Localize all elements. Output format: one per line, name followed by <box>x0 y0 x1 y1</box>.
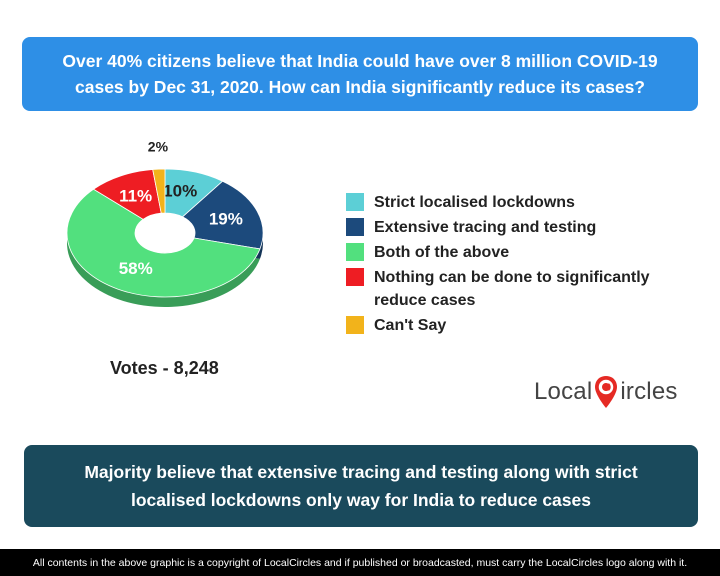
legend-swatch <box>346 218 364 236</box>
votes-count: Votes - 8,248 <box>110 358 219 378</box>
legend-item-strict-lockdowns: Strict localised lockdowns <box>346 191 706 214</box>
legend-swatch <box>346 243 364 261</box>
localcircles-logo: Local ircles <box>534 375 678 409</box>
legend-swatch <box>346 268 364 286</box>
donut-hole <box>135 213 195 253</box>
legend-label: Both of the above <box>374 244 510 261</box>
copyright-footer: All contents in the above graphic is a c… <box>0 549 720 576</box>
data-label-4: 2% <box>148 139 169 155</box>
legend-label: Strict localised lockdowns <box>374 194 575 211</box>
legend-label: Extensive tracing and testing <box>374 219 597 236</box>
legend-item-tracing-testing: Extensive tracing and testing <box>346 216 706 239</box>
data-label-0: 10% <box>163 181 197 200</box>
data-label-3: 11% <box>119 186 152 205</box>
donut-chart: 10% 19% 58% 11% 2% <box>66 139 264 307</box>
data-label-1: 19% <box>209 210 243 229</box>
legend-item-both: Both of the above <box>346 241 706 264</box>
legend-label: Can't Say <box>374 317 447 334</box>
logo-text-prefix: Local <box>534 378 593 405</box>
chart-legend: Strict localised lockdowns Extensive tra… <box>346 191 706 339</box>
legend-swatch <box>346 193 364 211</box>
summary-banner: Majority believe that extensive tracing … <box>24 445 698 527</box>
legend-item-nothing: Nothing can be done to significantly red… <box>346 266 706 312</box>
logo-text-suffix: ircles <box>620 378 678 405</box>
map-pin-icon <box>595 376 618 408</box>
legend-label: Nothing can be done to significantly red… <box>374 269 650 309</box>
data-label-2: 58% <box>119 259 153 278</box>
legend-swatch <box>346 316 364 334</box>
legend-item-cant-say: Can't Say <box>346 314 706 337</box>
page-title: Over 40% citizens believe that India cou… <box>22 37 698 111</box>
